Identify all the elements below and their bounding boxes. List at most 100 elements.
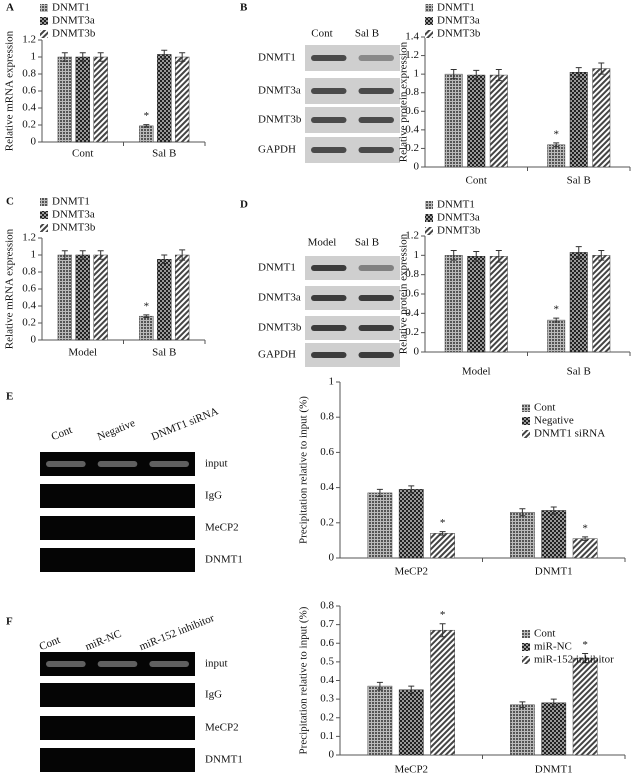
y-tick-label: 1.2 xyxy=(22,232,36,244)
row-label: GAPDH xyxy=(258,349,296,361)
error-bar xyxy=(376,488,383,497)
error-bar xyxy=(495,69,502,82)
significance-mark: * xyxy=(553,304,559,316)
error-bar xyxy=(439,623,446,638)
y-tick-label: 0.8 xyxy=(22,266,36,278)
bar xyxy=(398,689,424,756)
bar xyxy=(367,685,393,756)
blot-band xyxy=(358,352,394,358)
bar xyxy=(444,255,463,353)
y-tick-label: 0.2 xyxy=(320,516,334,528)
y-axis-label: Precipitation relative to input (%) xyxy=(298,396,310,544)
legend-swatch xyxy=(425,227,433,235)
x-tick-label: MeCP2 xyxy=(394,764,428,776)
legend-swatch xyxy=(522,643,530,651)
y-tick-label: 0.2 xyxy=(405,142,419,154)
bar xyxy=(569,72,588,168)
legend-label: DNMT3a xyxy=(437,212,480,224)
error-bar xyxy=(143,124,150,128)
legend-label: DNMT3a xyxy=(52,15,95,27)
y-tick-label: 0.8 xyxy=(320,600,334,612)
y-tick-label: 0.2 xyxy=(22,317,36,329)
y-tick-label: 0.4 xyxy=(320,481,334,493)
y-tick-label: 1 xyxy=(414,68,420,80)
y-tick-label: 0.8 xyxy=(320,411,334,423)
row-label: MeCP2 xyxy=(205,522,239,534)
panel-label: E xyxy=(6,391,13,403)
error-bar xyxy=(79,52,86,62)
legend-swatch xyxy=(40,224,48,232)
y-tick-label: 0.4 xyxy=(405,123,419,135)
bar xyxy=(75,56,90,143)
error-bar xyxy=(408,485,415,494)
row-label: input xyxy=(205,658,228,670)
row-label: DNMT3a xyxy=(258,85,301,97)
bar xyxy=(489,256,508,353)
blot-band xyxy=(311,325,347,331)
lane-label: Sal B xyxy=(355,28,379,40)
error-bar xyxy=(495,250,502,263)
legend-label: DNMT1 xyxy=(52,2,90,14)
y-tick-label: 0.2 xyxy=(405,326,419,338)
legend-swatch xyxy=(522,404,530,412)
error-bar xyxy=(61,250,68,260)
legend-swatch xyxy=(522,656,530,664)
x-tick-label: Cont xyxy=(72,148,93,160)
blot-band xyxy=(149,661,189,667)
legend-swatch xyxy=(425,214,433,222)
y-tick-label: 0.5 xyxy=(320,655,334,667)
y-tick-label: 0 xyxy=(31,334,37,346)
bar xyxy=(444,73,463,168)
error-bar xyxy=(376,681,383,691)
error-bar xyxy=(553,142,560,148)
y-tick-label: 0.8 xyxy=(405,86,419,98)
panel-label: F xyxy=(6,616,13,628)
lane-label: miR-NC xyxy=(84,628,124,653)
bar xyxy=(93,56,108,143)
legend-label: DNMT3b xyxy=(437,225,481,237)
error-bar xyxy=(598,250,605,261)
error-bar xyxy=(519,701,526,709)
blot-band xyxy=(97,461,138,467)
lane-label: miR-152 inhibitor xyxy=(138,612,217,653)
blot-band xyxy=(311,117,347,123)
significance-mark: * xyxy=(582,639,588,651)
y-tick-label: 1 xyxy=(329,376,335,388)
bar xyxy=(510,511,535,559)
y-tick-label: 0.1 xyxy=(320,730,334,742)
y-tick-label: 1 xyxy=(31,51,37,63)
y-tick-label: 0 xyxy=(31,136,37,148)
legend-swatch xyxy=(40,4,48,12)
bar xyxy=(541,510,567,559)
y-tick-label: 1.2 xyxy=(22,34,36,46)
error-bar xyxy=(161,254,168,264)
error-bar xyxy=(97,52,104,62)
row-label: DNMT3b xyxy=(258,114,302,126)
error-bar xyxy=(179,249,186,261)
y-tick-label: 0.7 xyxy=(320,618,334,630)
y-tick-label: 1 xyxy=(31,249,37,261)
y-tick-label: 0.6 xyxy=(405,105,419,117)
panel-label: A xyxy=(6,2,14,14)
panel-label: B xyxy=(240,2,248,14)
legend-label: DNMT3a xyxy=(437,15,480,27)
error-bar xyxy=(473,250,480,262)
y-tick-label: 0 xyxy=(414,161,420,173)
legend-label: DNMT1 xyxy=(437,199,475,211)
error-bar xyxy=(598,62,605,75)
legend-swatch xyxy=(522,430,530,438)
y-tick-label: 0.6 xyxy=(22,85,36,97)
blot-band xyxy=(358,265,394,271)
blot-band xyxy=(358,295,394,301)
error-bar xyxy=(582,536,589,541)
legend-swatch xyxy=(40,211,48,219)
bar xyxy=(430,629,455,756)
error-bar xyxy=(473,69,480,81)
y-tick-label: 0.6 xyxy=(22,283,36,295)
y-tick-label: 0.2 xyxy=(22,119,36,131)
row-label: DNMT3b xyxy=(258,322,302,334)
legend-label: miR-NC xyxy=(534,641,572,653)
error-bar xyxy=(143,314,150,318)
y-tick-label: 0.8 xyxy=(22,68,36,80)
